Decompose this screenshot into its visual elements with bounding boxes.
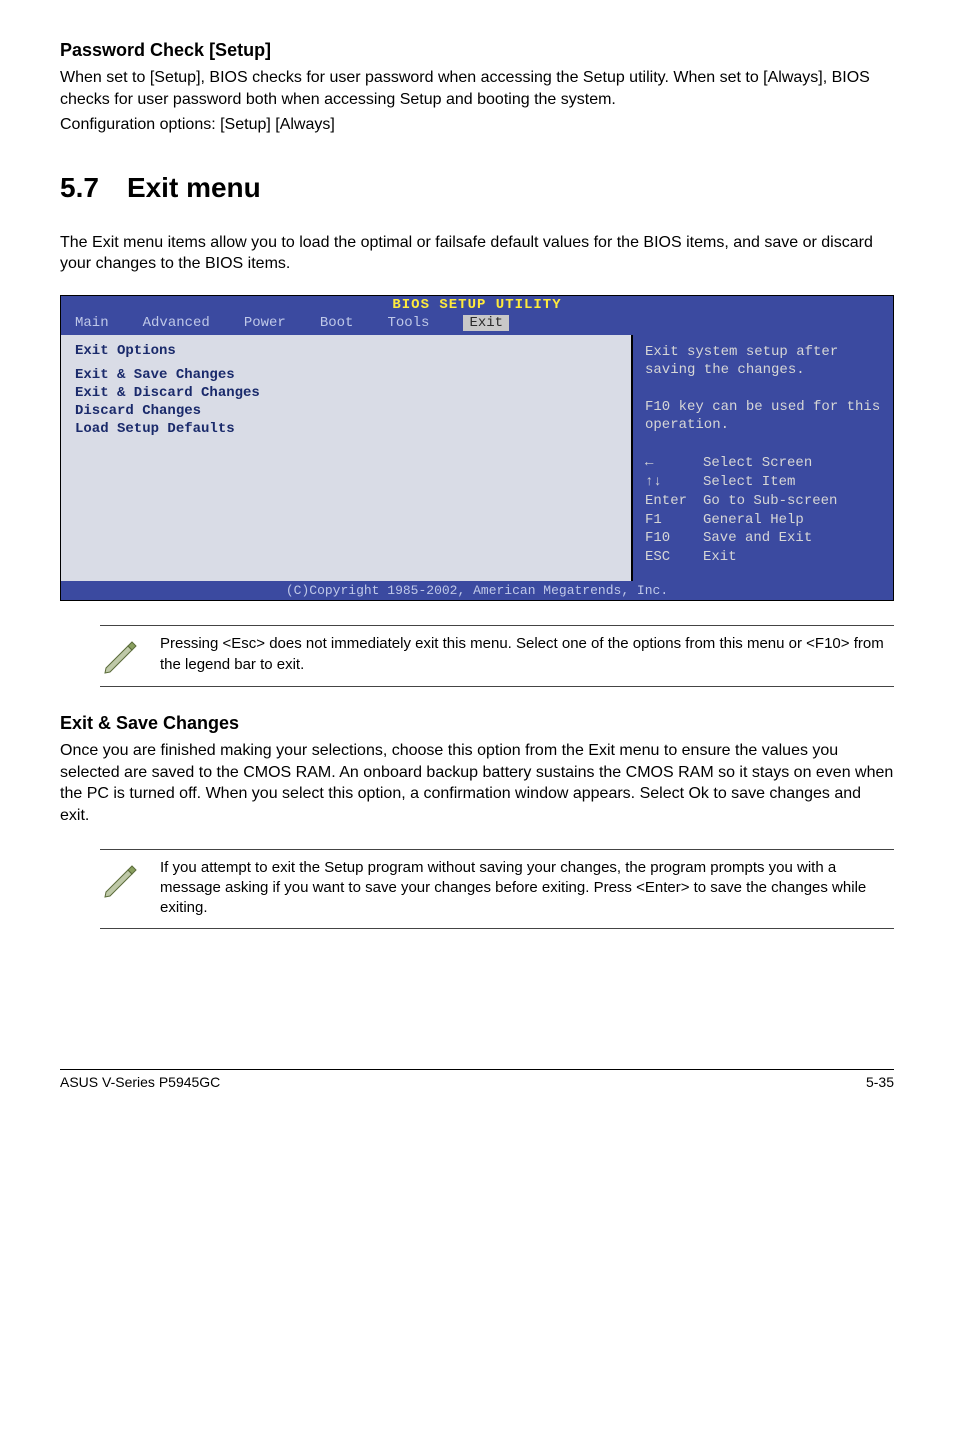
page-footer: ASUS V-Series P5945GC 5-35 bbox=[60, 1069, 894, 1090]
pwd-check-p1: When set to [Setup], BIOS checks for use… bbox=[60, 67, 894, 110]
bios-tab-advanced: Advanced bbox=[143, 315, 210, 331]
pwd-check-p2: Configuration options: [Setup] [Always] bbox=[60, 114, 894, 136]
bios-item-exit-discard: Exit & Discard Changes bbox=[75, 385, 617, 401]
bios-key-desc-4: Save and Exit bbox=[703, 529, 812, 548]
bios-key-enter: Enter bbox=[645, 492, 695, 511]
bios-menubar: Main Advanced Power Boot Tools Exit bbox=[61, 313, 893, 335]
footer-right: 5-35 bbox=[866, 1074, 894, 1090]
section-name: Exit menu bbox=[127, 172, 261, 203]
bios-tab-main: Main bbox=[75, 315, 109, 331]
bios-key-desc-0: Select Screen bbox=[703, 454, 812, 473]
bios-copyright: (C)Copyright 1985-2002, American Megatre… bbox=[61, 581, 893, 600]
pencil-icon bbox=[102, 860, 142, 900]
bios-key-f1: F1 bbox=[645, 511, 695, 530]
exit-menu-intro: The Exit menu items allow you to load th… bbox=[60, 232, 894, 275]
exit-save-heading: Exit & Save Changes bbox=[60, 713, 894, 734]
bios-key-desc-1: Select Item bbox=[703, 473, 795, 492]
section-number: 5.7 bbox=[60, 172, 99, 204]
bios-screenshot: BIOS SETUP UTILITY Main Advanced Power B… bbox=[60, 295, 894, 601]
note-esc: Pressing <Esc> does not immediately exit… bbox=[100, 625, 894, 687]
bios-key-desc-5: Exit bbox=[703, 548, 737, 567]
bios-item-load-defaults: Load Setup Defaults bbox=[75, 421, 617, 437]
bios-key-arrow-left: ← bbox=[645, 454, 695, 473]
bios-key-esc: ESC bbox=[645, 548, 695, 567]
bios-left-pane: Exit Options Exit & Save Changes Exit & … bbox=[61, 335, 633, 581]
bios-key-legend: ← Select Screen ↑↓ Select Item Enter Go to … bbox=[645, 454, 881, 567]
bios-item-exit-save: Exit & Save Changes bbox=[75, 367, 617, 383]
bios-key-arrows-updown: ↑↓ bbox=[645, 473, 695, 492]
bios-key-f10: F10 bbox=[645, 529, 695, 548]
bios-help-text: Exit system setup after saving the chang… bbox=[645, 343, 881, 434]
bios-tab-boot: Boot bbox=[320, 315, 354, 331]
note-esc-text: Pressing <Esc> does not immediately exit… bbox=[160, 634, 888, 675]
bios-item-discard: Discard Changes bbox=[75, 403, 617, 419]
bios-key-desc-2: Go to Sub-screen bbox=[703, 492, 837, 511]
exit-save-body: Once you are finished making your select… bbox=[60, 740, 894, 826]
pwd-check-heading: Password Check [Setup] bbox=[60, 40, 894, 61]
note-exit-text: If you attempt to exit the Setup program… bbox=[160, 858, 888, 919]
bios-tab-power: Power bbox=[244, 315, 286, 331]
bios-body: Exit Options Exit & Save Changes Exit & … bbox=[61, 335, 893, 581]
pencil-icon bbox=[102, 636, 142, 676]
note-exit-without-save: If you attempt to exit the Setup program… bbox=[100, 849, 894, 930]
bios-key-desc-3: General Help bbox=[703, 511, 804, 530]
bios-exit-options-label: Exit Options bbox=[75, 343, 617, 359]
bios-tab-exit: Exit bbox=[463, 315, 509, 331]
footer-left: ASUS V-Series P5945GC bbox=[60, 1074, 220, 1090]
section-5-7-title: 5.7 Exit menu bbox=[60, 172, 894, 204]
bios-tab-tools: Tools bbox=[387, 315, 429, 331]
bios-right-pane: Exit system setup after saving the chang… bbox=[633, 335, 893, 581]
bios-title: BIOS SETUP UTILITY bbox=[61, 296, 893, 313]
